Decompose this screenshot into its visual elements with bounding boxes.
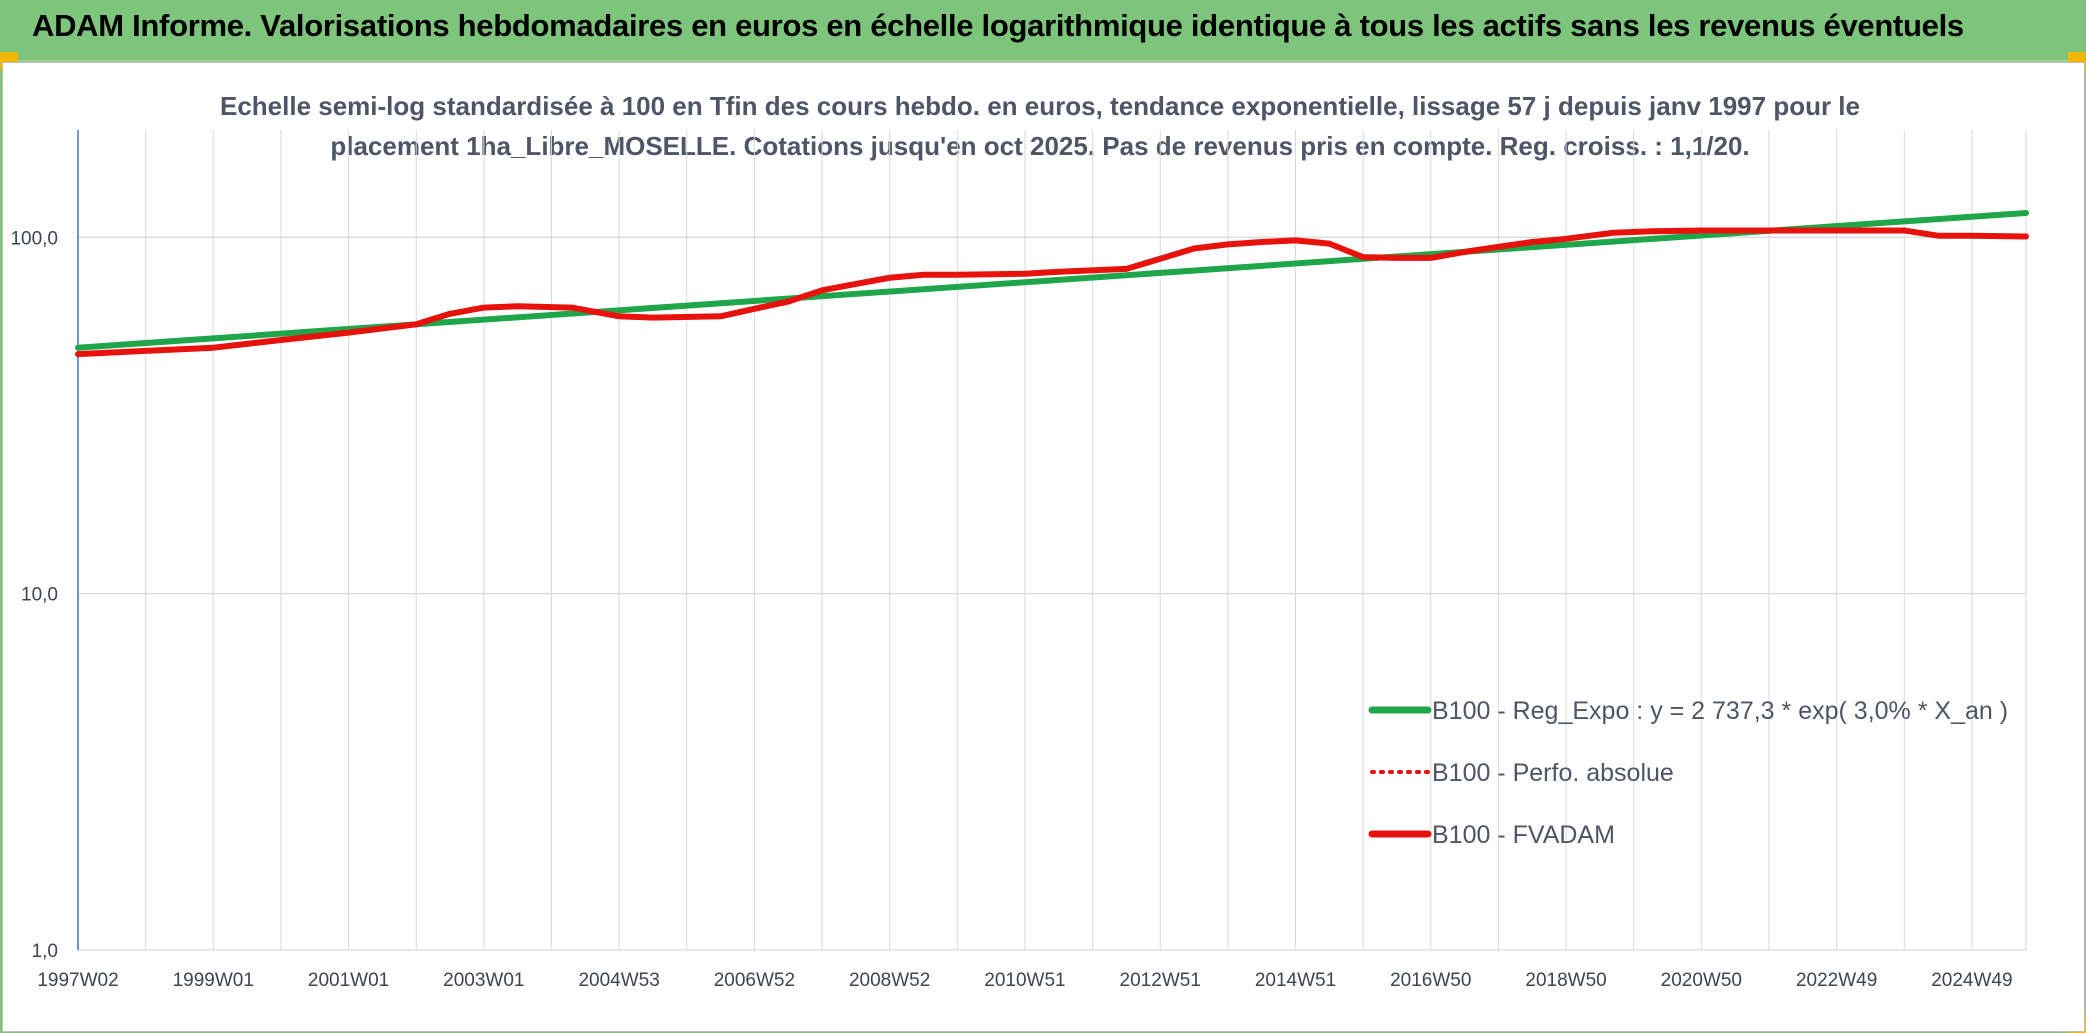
legend-label: B100 - Reg_Expo : y = 2 737,3 * exp( 3,0… [1432, 697, 2008, 725]
series-line-2 [75, 227, 2029, 358]
x-tick-label: 2004W53 [578, 970, 659, 991]
x-tick-label: 2016W50 [1390, 970, 1471, 991]
y-tick-label: 10,0 [21, 585, 58, 606]
chart-title-line-1: Echelle semi-log standardisée à 100 en T… [219, 91, 1860, 121]
x-tick-label: 2006W52 [714, 970, 795, 991]
chart-title: Echelle semi-log standardisée à 100 en T… [90, 86, 1990, 166]
x-tick-label: 2010W51 [984, 970, 1065, 991]
legend-label: B100 - Perfo. absolue [1432, 759, 1674, 787]
x-tick-label: 2022W49 [1796, 970, 1877, 991]
y-tick-label: 100,0 [10, 228, 58, 249]
x-tick-label: 2001W01 [308, 970, 389, 991]
legend-label: B100 - FVADAM [1432, 821, 1615, 849]
chart-title-line-2: placement 1ha_Libre_MOSELLE. Cotations j… [330, 131, 1750, 161]
x-tick-label: 2014W51 [1255, 970, 1336, 991]
x-tick-label: 1999W01 [173, 970, 254, 991]
x-tick-label: 1997W02 [37, 970, 118, 991]
x-tick-label: 2003W01 [443, 970, 524, 991]
y-tick-label: 1,0 [32, 941, 58, 962]
x-tick-label: 2020W50 [1661, 970, 1742, 991]
chart-panel [2, 62, 2085, 1032]
x-tick-label: 2024W49 [1931, 970, 2012, 991]
report-header: ADAM Informe. Valorisations hebdomadaire… [0, 0, 2086, 62]
x-tick-label: 2018W50 [1525, 970, 1606, 991]
report-title: ADAM Informe. Valorisations hebdomadaire… [32, 8, 1964, 43]
x-tick-label: 2012W51 [1120, 970, 1201, 991]
x-tick-label: 2008W52 [849, 970, 930, 991]
